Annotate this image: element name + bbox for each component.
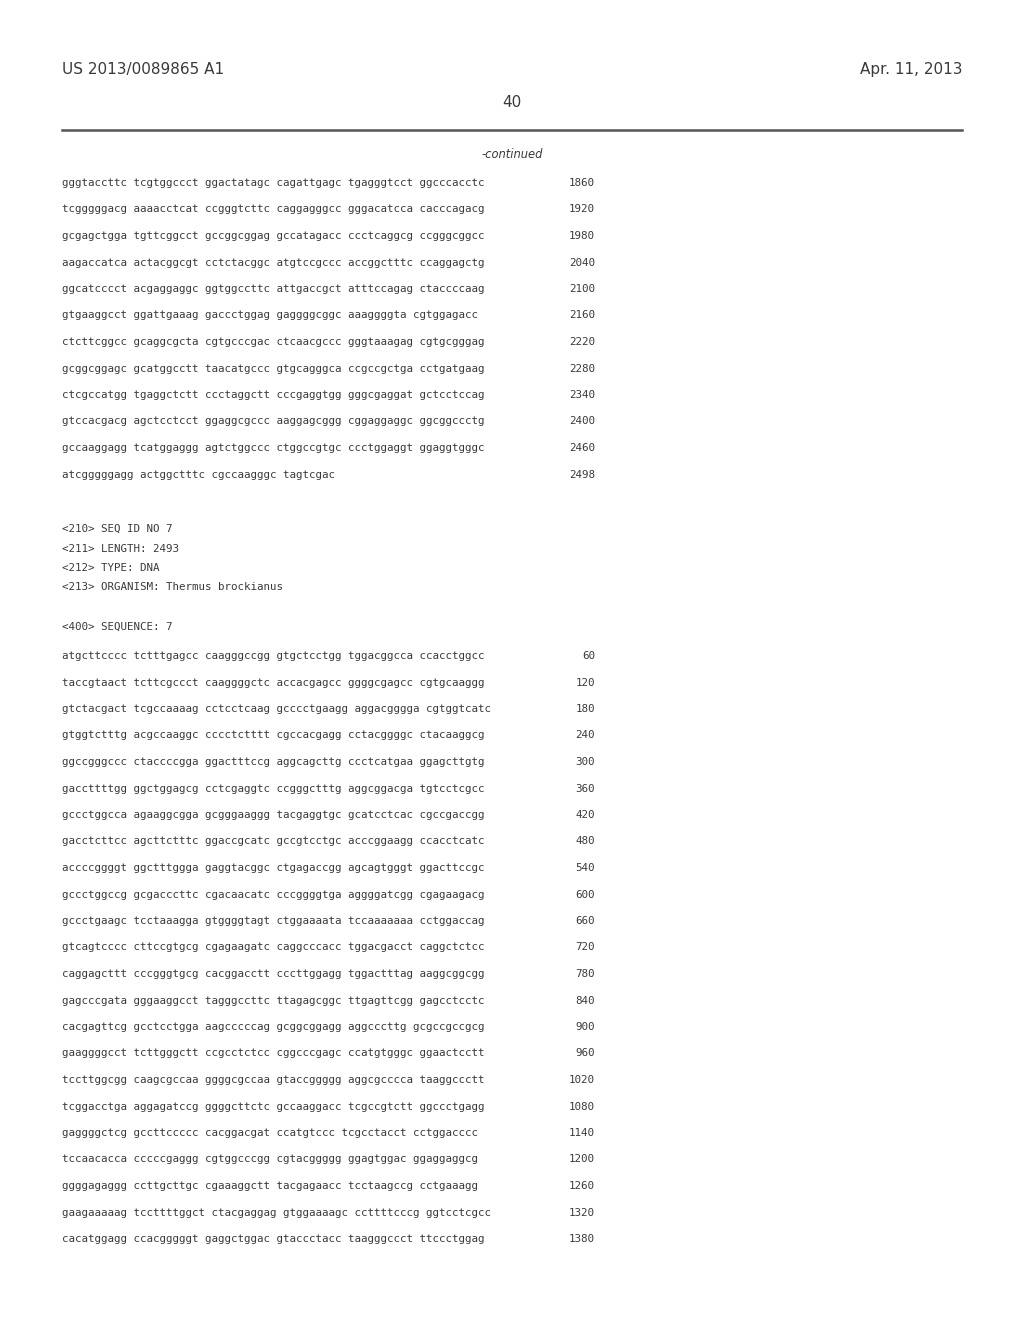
Text: taccgtaact tcttcgccct caaggggctc accacgagcc ggggcgagcc cgtgcaaggg: taccgtaact tcttcgccct caaggggctc accacga… <box>62 677 484 688</box>
Text: tccaacacca cccccgaggg cgtggcccgg cgtacggggg ggagtggac ggaggaggcg: tccaacacca cccccgaggg cgtggcccgg cgtacgg… <box>62 1155 478 1164</box>
Text: aagaccatca actacggcgt cctctacggc atgtccgccc accggctttc ccaggagctg: aagaccatca actacggcgt cctctacggc atgtccg… <box>62 257 484 268</box>
Text: gtctacgact tcgccaaaag cctcctcaag gcccctgaagg aggacgggga cgtggtcatc: gtctacgact tcgccaaaag cctcctcaag gcccctg… <box>62 704 490 714</box>
Text: Apr. 11, 2013: Apr. 11, 2013 <box>859 62 962 77</box>
Text: gccctgaagc tcctaaagga gtggggtagt ctggaaaata tccaaaaaaa cctggaccag: gccctgaagc tcctaaagga gtggggtagt ctggaaa… <box>62 916 484 927</box>
Text: gagcccgata gggaaggcct tagggccttc ttagagcggc ttgagttcgg gagcctcctc: gagcccgata gggaaggcct tagggccttc ttagagc… <box>62 995 484 1006</box>
Text: 780: 780 <box>575 969 595 979</box>
Text: tccttggcgg caagcgccaa ggggcgccaa gtaccggggg aggcgcccca taaggccctt: tccttggcgg caagcgccaa ggggcgccaa gtaccgg… <box>62 1074 484 1085</box>
Text: 1320: 1320 <box>569 1208 595 1217</box>
Text: 60: 60 <box>582 651 595 661</box>
Text: 420: 420 <box>575 810 595 820</box>
Text: 2100: 2100 <box>569 284 595 294</box>
Text: 540: 540 <box>575 863 595 873</box>
Text: 300: 300 <box>575 756 595 767</box>
Text: 840: 840 <box>575 995 595 1006</box>
Text: tcggacctga aggagatccg ggggcttctc gccaaggacc tcgccgtctt ggccctgagg: tcggacctga aggagatccg ggggcttctc gccaagg… <box>62 1101 484 1111</box>
Text: -continued: -continued <box>481 148 543 161</box>
Text: 2498: 2498 <box>569 470 595 479</box>
Text: 2040: 2040 <box>569 257 595 268</box>
Text: 480: 480 <box>575 837 595 846</box>
Text: 1920: 1920 <box>569 205 595 214</box>
Text: 2400: 2400 <box>569 417 595 426</box>
Text: 2340: 2340 <box>569 389 595 400</box>
Text: 180: 180 <box>575 704 595 714</box>
Text: US 2013/0089865 A1: US 2013/0089865 A1 <box>62 62 224 77</box>
Text: 720: 720 <box>575 942 595 953</box>
Text: 1860: 1860 <box>569 178 595 187</box>
Text: 360: 360 <box>575 784 595 793</box>
Text: gccctggccg gcgacccttc cgacaacatc cccggggtga aggggatcgg cgagaagacg: gccctggccg gcgacccttc cgacaacatc cccgggg… <box>62 890 484 899</box>
Text: accccggggt ggctttggga gaggtacggc ctgagaccgg agcagtgggt ggacttccgc: accccggggt ggctttggga gaggtacggc ctgagac… <box>62 863 484 873</box>
Text: 600: 600 <box>575 890 595 899</box>
Text: gcggcggagc gcatggcctt taacatgccc gtgcagggca ccgccgctga cctgatgaag: gcggcggagc gcatggcctt taacatgccc gtgcagg… <box>62 363 484 374</box>
Text: gaaggggcct tcttgggctt ccgcctctcc cggcccgagc ccatgtgggc ggaactcctt: gaaggggcct tcttgggctt ccgcctctcc cggcccg… <box>62 1048 484 1059</box>
Text: <212> TYPE: DNA: <212> TYPE: DNA <box>62 564 160 573</box>
Text: gccctggcca agaaggcgga gcgggaaggg tacgaggtgc gcatcctcac cgccgaccgg: gccctggcca agaaggcgga gcgggaaggg tacgagg… <box>62 810 484 820</box>
Text: gtggtctttg acgccaaggc cccctctttt cgccacgagg cctacggggc ctacaaggcg: gtggtctttg acgccaaggc cccctctttt cgccacg… <box>62 730 484 741</box>
Text: cacatggagg ccacgggggt gaggctggac gtaccctacc taagggccct ttccctggag: cacatggagg ccacgggggt gaggctggac gtaccct… <box>62 1234 484 1243</box>
Text: 660: 660 <box>575 916 595 927</box>
Text: atgcttcccc tctttgagcc caagggccgg gtgctcctgg tggacggcca ccacctggcc: atgcttcccc tctttgagcc caagggccgg gtgctcc… <box>62 651 484 661</box>
Text: ggccgggccc ctaccccgga ggactttccg aggcagcttg ccctcatgaa ggagcttgtg: ggccgggccc ctaccccgga ggactttccg aggcagc… <box>62 756 484 767</box>
Text: cacgagttcg gcctcctgga aagcccccag gcggcggagg aggcccttg gcgccgccgcg: cacgagttcg gcctcctgga aagcccccag gcggcgg… <box>62 1022 484 1032</box>
Text: 1080: 1080 <box>569 1101 595 1111</box>
Text: gaagaaaaag tccttttggct ctacgaggag gtggaaaagc ccttttcccg ggtcctcgcc: gaagaaaaag tccttttggct ctacgaggag gtggaa… <box>62 1208 490 1217</box>
Text: atcgggggagg actggctttc cgccaagggc tagtcgac: atcgggggagg actggctttc cgccaagggc tagtcg… <box>62 470 335 479</box>
Text: 120: 120 <box>575 677 595 688</box>
Text: 960: 960 <box>575 1048 595 1059</box>
Text: tcgggggacg aaaacctcat ccgggtcttc caggagggcc gggacatcca cacccagacg: tcgggggacg aaaacctcat ccgggtcttc caggagg… <box>62 205 484 214</box>
Text: 2160: 2160 <box>569 310 595 321</box>
Text: gtccacgacg agctcctcct ggaggcgccc aaggagcggg cggaggaggc ggcggccctg: gtccacgacg agctcctcct ggaggcgccc aaggagc… <box>62 417 484 426</box>
Text: 1140: 1140 <box>569 1129 595 1138</box>
Text: 2460: 2460 <box>569 444 595 453</box>
Text: gtcagtcccc cttccgtgcg cgagaagatc caggcccacc tggacgacct caggctctcc: gtcagtcccc cttccgtgcg cgagaagatc caggccc… <box>62 942 484 953</box>
Text: <210> SEQ ID NO 7: <210> SEQ ID NO 7 <box>62 524 172 535</box>
Text: <213> ORGANISM: Thermus brockianus: <213> ORGANISM: Thermus brockianus <box>62 582 283 593</box>
Text: 1380: 1380 <box>569 1234 595 1243</box>
Text: 1200: 1200 <box>569 1155 595 1164</box>
Text: 900: 900 <box>575 1022 595 1032</box>
Text: gtgaaggcct ggattgaaag gaccctggag gaggggcggc aaaggggta cgtggagacc: gtgaaggcct ggattgaaag gaccctggag gaggggc… <box>62 310 478 321</box>
Text: 2220: 2220 <box>569 337 595 347</box>
Text: <211> LENGTH: 2493: <211> LENGTH: 2493 <box>62 544 179 553</box>
Text: gaggggctcg gccttccccc cacggacgat ccatgtccc tcgcctacct cctggacccc: gaggggctcg gccttccccc cacggacgat ccatgtc… <box>62 1129 478 1138</box>
Text: <400> SEQUENCE: 7: <400> SEQUENCE: 7 <box>62 622 172 631</box>
Text: ggcatcccct acgaggaggc ggtggccttc attgaccgct atttccagag ctaccccaag: ggcatcccct acgaggaggc ggtggccttc attgacc… <box>62 284 484 294</box>
Text: 1020: 1020 <box>569 1074 595 1085</box>
Text: gcgagctgga tgttcggcct gccggcggag gccatagacc ccctcaggcg ccgggcggcc: gcgagctgga tgttcggcct gccggcggag gccatag… <box>62 231 484 242</box>
Text: 2280: 2280 <box>569 363 595 374</box>
Text: 1980: 1980 <box>569 231 595 242</box>
Text: 1260: 1260 <box>569 1181 595 1191</box>
Text: 40: 40 <box>503 95 521 110</box>
Text: gggtaccttc tcgtggccct ggactatagc cagattgagc tgagggtcct ggcccacctc: gggtaccttc tcgtggccct ggactatagc cagattg… <box>62 178 484 187</box>
Text: gaccttttgg ggctggagcg cctcgaggtc ccgggctttg aggcggacga tgtcctcgcc: gaccttttgg ggctggagcg cctcgaggtc ccgggct… <box>62 784 484 793</box>
Text: ggggagaggg ccttgcttgc cgaaaggctt tacgagaacc tcctaagccg cctgaaagg: ggggagaggg ccttgcttgc cgaaaggctt tacgaga… <box>62 1181 478 1191</box>
Text: ctcgccatgg tgaggctctt ccctaggctt cccgaggtgg gggcgaggat gctcctccag: ctcgccatgg tgaggctctt ccctaggctt cccgagg… <box>62 389 484 400</box>
Text: caggagcttt cccgggtgcg cacggacctt cccttggagg tggactttag aaggcggcgg: caggagcttt cccgggtgcg cacggacctt cccttgg… <box>62 969 484 979</box>
Text: gacctcttcc agcttctttc ggaccgcatc gccgtcctgc acccggaagg ccacctcatc: gacctcttcc agcttctttc ggaccgcatc gccgtcc… <box>62 837 484 846</box>
Text: gccaaggagg tcatggaggg agtctggccc ctggccgtgc ccctggaggt ggaggtgggc: gccaaggagg tcatggaggg agtctggccc ctggccg… <box>62 444 484 453</box>
Text: ctcttcggcc gcaggcgcta cgtgcccgac ctcaacgccc gggtaaagag cgtgcgggag: ctcttcggcc gcaggcgcta cgtgcccgac ctcaacg… <box>62 337 484 347</box>
Text: 240: 240 <box>575 730 595 741</box>
